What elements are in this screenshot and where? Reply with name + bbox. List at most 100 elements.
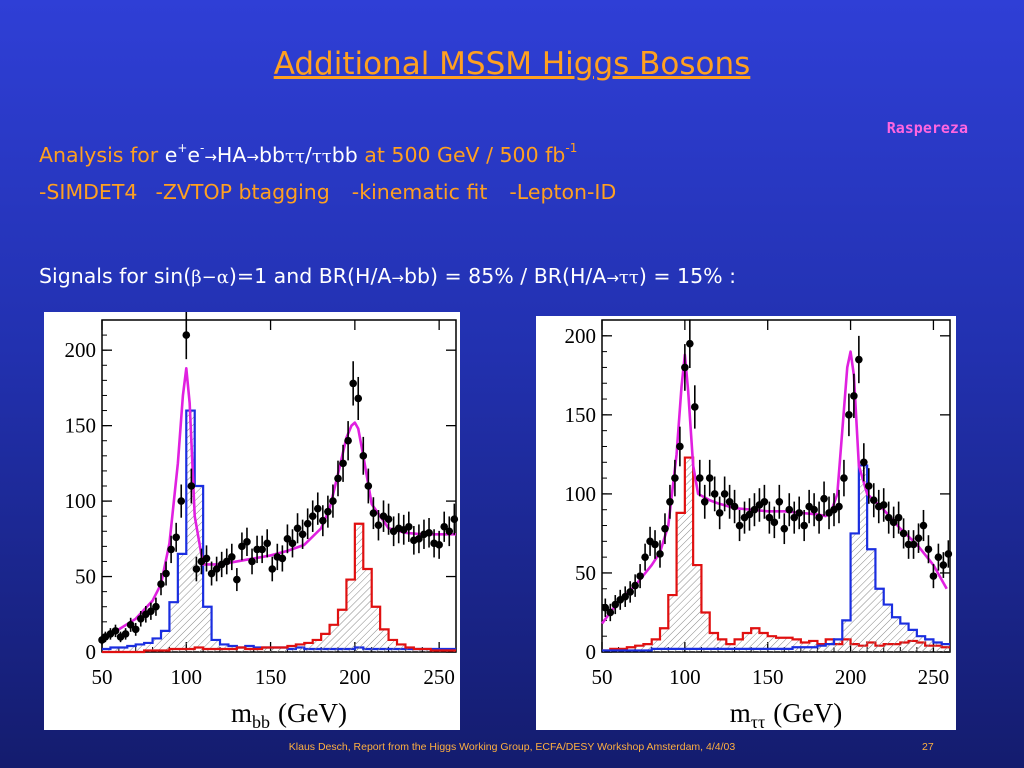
data-point xyxy=(720,490,729,498)
x-tick-label: 100 xyxy=(669,665,701,689)
data-point xyxy=(681,363,689,372)
data-point xyxy=(924,545,933,554)
data-point xyxy=(157,580,165,588)
data-point xyxy=(258,545,266,554)
hist-hatch-fill xyxy=(102,410,456,652)
plot-frame xyxy=(101,319,457,653)
footer-text: Klaus Desch, Report from the Higgs Worki… xyxy=(288,741,736,753)
tool-item: -SIMDET4 xyxy=(39,180,138,204)
reaction-e2: e xyxy=(187,143,200,167)
data-point xyxy=(944,550,953,558)
data-point xyxy=(369,509,378,517)
data-point xyxy=(621,592,629,601)
data-point xyxy=(725,498,734,506)
data-point xyxy=(162,569,170,578)
data-point xyxy=(293,524,302,533)
x-axis-label: mbb (GeV) xyxy=(231,698,347,730)
reaction-ha: HA xyxy=(216,143,247,167)
hist-hatch-fill xyxy=(602,465,950,652)
signals-bb: bb) = 85% / BR(H/A xyxy=(403,264,607,288)
data-point xyxy=(126,621,135,629)
data-point xyxy=(869,496,878,505)
hist-outline xyxy=(602,464,950,652)
x-axis-label: mττ (GeV) xyxy=(730,698,842,730)
data-point xyxy=(695,474,704,482)
data-point xyxy=(626,588,634,596)
signals-end: ) = 15% : xyxy=(638,264,737,288)
data-point xyxy=(666,498,674,506)
data-point xyxy=(152,602,160,611)
data-point xyxy=(136,615,145,623)
signals-line: Signals for sin(β−α)=1 and BR(H/A→bb) = … xyxy=(39,264,736,288)
data-point xyxy=(298,530,307,539)
x-axis-label-sub: ττ xyxy=(751,712,765,730)
x-tick-label: 150 xyxy=(752,665,784,689)
y-tick-label: 150 xyxy=(565,403,597,427)
x-tick-label: 200 xyxy=(835,665,867,689)
data-point xyxy=(339,459,347,468)
data-point xyxy=(278,554,287,563)
data-point xyxy=(840,474,848,482)
data-point xyxy=(899,529,908,538)
data-point xyxy=(710,490,719,498)
data-point xyxy=(182,331,191,339)
data-point xyxy=(651,540,659,549)
total-fit-curve xyxy=(101,366,456,642)
reaction-bb: bb xyxy=(258,143,285,167)
analysis-suffix: at 500 GeV / 500 fb xyxy=(357,143,566,167)
data-point xyxy=(860,458,868,467)
y-tick-label: 200 xyxy=(565,324,597,348)
signals-tautau: ττ xyxy=(618,267,639,288)
page-number: 27 xyxy=(922,741,934,753)
data-point xyxy=(288,539,297,548)
analysis-line: Analysis for e+e-→HA→bbττ/ττbb at 500 Ge… xyxy=(39,141,577,167)
data-point xyxy=(364,482,373,490)
data-point xyxy=(192,565,201,573)
x-tick-label: 50 xyxy=(92,665,113,689)
y-tick-label: 50 xyxy=(75,565,96,589)
data-point xyxy=(929,572,938,580)
reaction-bb-2: bb xyxy=(331,143,358,167)
data-point xyxy=(750,505,759,514)
data-point xyxy=(308,512,317,520)
hist-hatch-fill xyxy=(102,523,456,652)
tool-item: -ZVTOP btagging xyxy=(155,180,330,204)
data-point xyxy=(939,561,948,569)
data-point xyxy=(606,608,615,617)
slide-title: Additional MSSM Higgs Bosons xyxy=(273,46,751,82)
mbb-histogram-plot: 0 50 100 150 200 50 100 150 200 250 mbb (GeV) xyxy=(44,312,460,730)
data-point xyxy=(228,553,236,561)
data-point xyxy=(248,557,256,566)
data-point xyxy=(303,519,312,528)
data-point xyxy=(914,534,923,542)
data-point xyxy=(815,513,823,522)
y-tick-label: 100 xyxy=(565,482,597,506)
data-point xyxy=(656,550,664,558)
data-point xyxy=(611,600,620,609)
reaction-slash: / xyxy=(304,143,312,167)
data-point xyxy=(820,494,828,503)
data-point xyxy=(855,355,863,364)
signals-prefix: Signals for sin( xyxy=(39,264,192,288)
tool-item: -kinematic fit xyxy=(351,180,488,204)
tools-line: -SIMDET4 -ZVTOP btagging -kinematic fit -Le… xyxy=(39,180,616,204)
data-point xyxy=(435,541,443,549)
analysis-prefix: Analysis for xyxy=(39,143,165,167)
data-point xyxy=(344,436,352,445)
x-axis-label-sub: bb xyxy=(252,712,270,730)
arrow-icon: → xyxy=(606,269,619,287)
arrow-icon: → xyxy=(204,148,217,166)
data-point xyxy=(283,535,292,543)
hist-outline xyxy=(102,522,456,654)
data-point xyxy=(641,553,649,561)
data-point xyxy=(735,521,744,530)
data-point xyxy=(850,392,858,400)
data-point xyxy=(671,474,679,482)
data-point xyxy=(745,510,754,519)
data-point xyxy=(879,501,888,509)
data-point xyxy=(268,565,277,573)
data-point xyxy=(313,504,322,513)
data-point xyxy=(329,497,337,505)
